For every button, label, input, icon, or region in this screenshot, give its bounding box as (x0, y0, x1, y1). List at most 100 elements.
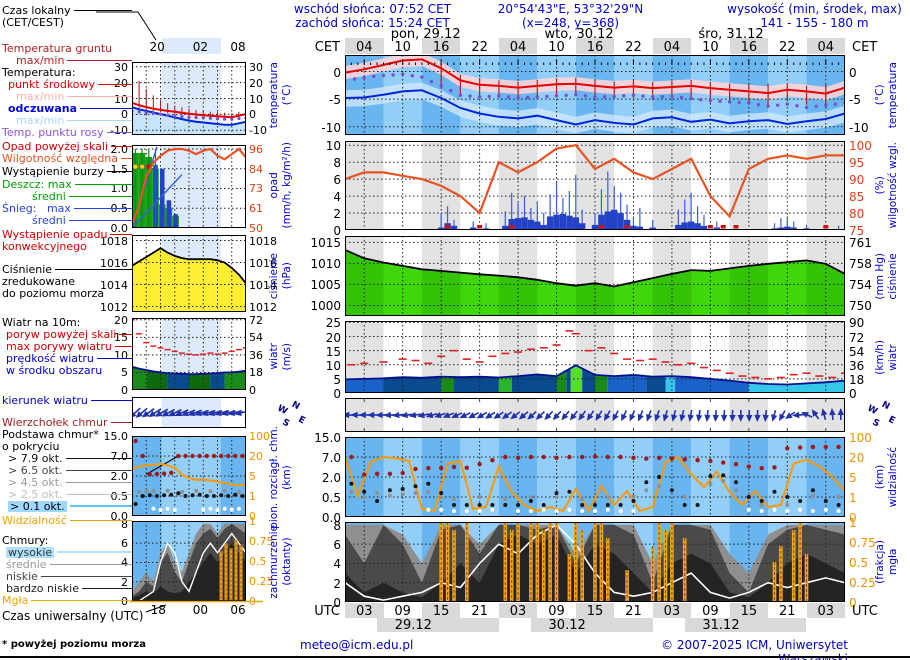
top-axis-band (383, 38, 422, 54)
legend-label: Wiatr na 10m: (2, 315, 81, 329)
bottom-hour-label: 15 (432, 604, 450, 619)
tick-label: 0 (333, 65, 341, 80)
tick-label: 1 (849, 516, 857, 530)
cet-label-left: CET (314, 40, 340, 55)
tick-label: 100 (849, 431, 872, 445)
legend-label: max porywy wiatru (6, 339, 112, 353)
legend-spacer (2, 376, 132, 394)
legend-label: Wystąpienie opadu (2, 227, 108, 241)
tick-label: 0 (121, 108, 128, 122)
tick-label: 100 (249, 430, 270, 443)
legend-wyst-pienie-burzy: Wystąpienie burzy (2, 165, 132, 177)
legend-label: max/min (16, 53, 65, 67)
tick-label: 85 (849, 190, 865, 205)
bottom-hour-label: 03 (663, 604, 681, 619)
legend-label: konwekcyjnego (2, 239, 87, 253)
mini-chart-temperatura (130, 62, 248, 135)
mini-top-hour-label: 02 (192, 40, 209, 54)
legend-wilgotno-wzgl-dna: Wilgotność względna (2, 152, 132, 164)
legend-line (74, 183, 132, 185)
legend-line (106, 131, 132, 133)
tick-label: 1018 (100, 234, 128, 248)
tick-label: 20 (114, 313, 128, 327)
legend-line (106, 170, 132, 172)
legend-mg-a: Mgła (2, 594, 132, 606)
footer-email[interactable]: meteo@icm.edu.pl (300, 638, 414, 652)
bottom-hour-label: 21 (625, 604, 642, 619)
chart-temperatura (343, 52, 847, 135)
legend-line (65, 457, 132, 459)
legend-label: prędkość wiatru (6, 351, 94, 365)
legend-line (65, 469, 132, 471)
tick-label: 0.0 (321, 511, 341, 525)
axis-title-wilgotnosc-right: (%) wilgotność wzgl. (874, 142, 900, 229)
legend-line (49, 563, 132, 565)
legend-label: Chmury: (2, 533, 49, 547)
bottom-hour-label: 09 (702, 604, 719, 619)
legend-label: o pokryciu (2, 439, 60, 453)
tick-label: 2 (333, 207, 341, 222)
tick-label: 72 (249, 313, 263, 327)
tick-label: -10 (321, 120, 341, 135)
bottom-axis-band (537, 603, 576, 618)
legend-redni: średni (2, 214, 132, 226)
legend-4-5-okt: > 4.5 okt. (2, 476, 132, 488)
legend-do-poziomu-morza: do poziomu morza (2, 287, 132, 299)
legend-line (67, 95, 132, 97)
legend-line (55, 268, 132, 270)
cet-label-right: CET (852, 40, 878, 55)
legend-label: > 7.9 okt. (8, 451, 63, 465)
mini-chart-kierunek (129, 397, 250, 428)
bottom-axis-band (652, 603, 692, 618)
legend-line (80, 107, 132, 109)
tick-label: 0 (249, 384, 256, 397)
legend-label: Temperatura gruntu (2, 41, 113, 55)
legend-wyst-pienie-opadu: Wystąpienie opadu (2, 228, 132, 240)
tick-label: -5 (849, 93, 861, 108)
legend-0-1-okt: > 0.1 okt. (2, 500, 132, 512)
top-axis-band (806, 38, 845, 54)
n-compass-letter: N (289, 399, 302, 413)
top-tick-strip (345, 50, 845, 65)
legend-label: Mgła (2, 593, 29, 607)
mini-bottom-hour-label: 18 (150, 603, 166, 617)
altitude-values: 141 - 155 - 180 m (760, 15, 869, 30)
legend-line (73, 207, 132, 209)
tick-label: 15.0 (103, 430, 129, 443)
tick-label: 1012 (249, 300, 277, 314)
tick-label: 20 (849, 451, 865, 465)
mini-chart-opad (130, 145, 247, 229)
axis-title-opad-left: opad (mm/h, kg/m²/h) (268, 142, 294, 229)
mini-chart-pion (131, 435, 247, 516)
legend-label: zredukowane (2, 274, 75, 288)
tick-label: 90 (849, 173, 865, 188)
legend-line (69, 519, 132, 521)
top-axis-band (729, 38, 769, 54)
legend-label: średni (32, 213, 66, 227)
top-hour-label: 22 (471, 40, 488, 55)
legend-konwekcyjnego: konwekcyjnego (2, 240, 132, 252)
tick-label: 1.5 (110, 162, 129, 176)
tick-label: 4 (333, 190, 341, 205)
legend-wierzcho-ek-chmur: Wierzchołek chmur (2, 416, 132, 428)
legend-line (40, 575, 132, 577)
legend-label: do poziomu morza (2, 286, 105, 300)
bottom-axis-band (768, 603, 807, 618)
bottom-axis-band (691, 603, 730, 618)
top-axis-band (768, 38, 807, 54)
legend-line (110, 145, 132, 147)
legend-label: średni (32, 189, 66, 203)
tick-label: 10 (325, 139, 341, 154)
legend-label: > 6.5 okt. (8, 463, 63, 477)
legend-line (65, 493, 132, 495)
tick-label: 36 (849, 358, 865, 373)
legend-label: Temp. punktu rosy (2, 125, 104, 139)
top-hour-label: 04 (355, 40, 373, 55)
legend-podstawa-chmur: Podstawa chmur* (2, 428, 132, 440)
tick-label: 0.5 (849, 556, 869, 570)
tick-label: 5 (333, 372, 341, 387)
legend-line (68, 219, 132, 221)
legend-punkt-rodkowy: punkt środkowy (2, 78, 132, 90)
tick-label: 754 (849, 278, 872, 293)
tick-label: 0.0 (110, 222, 129, 235)
